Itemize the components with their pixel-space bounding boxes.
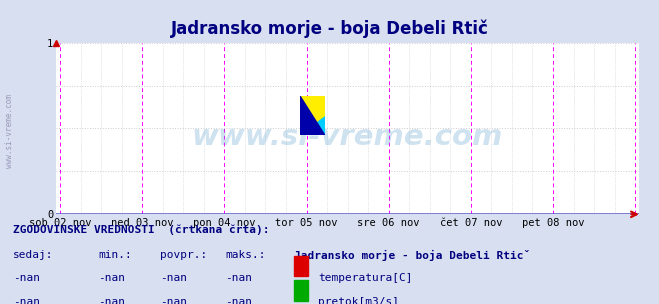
Text: -nan: -nan [98,297,125,304]
Text: www.si-vreme.com: www.si-vreme.com [192,123,503,151]
Polygon shape [300,96,325,135]
Polygon shape [300,96,325,135]
Text: -nan: -nan [160,297,187,304]
Text: pretok[m3/s]: pretok[m3/s] [318,297,399,304]
Text: ZGODOVINSKE VREDNOSTI  (črtkana črta):: ZGODOVINSKE VREDNOSTI (črtkana črta): [13,224,270,235]
Text: min.:: min.: [98,250,132,260]
Text: www.si-vreme.com: www.si-vreme.com [5,94,14,168]
Text: -nan: -nan [225,273,252,283]
Text: -nan: -nan [13,273,40,283]
Text: maks.:: maks.: [225,250,266,260]
Text: -nan: -nan [225,297,252,304]
Text: -nan: -nan [13,297,40,304]
Polygon shape [300,116,325,135]
Text: -nan: -nan [98,273,125,283]
Bar [294,256,308,276]
Text: -nan: -nan [160,273,187,283]
Text: temperatura[C]: temperatura[C] [318,273,413,283]
Text: sedaj:: sedaj: [13,250,53,260]
Text: Jadransko morje - boja Debeli Rtič: Jadransko morje - boja Debeli Rtič [171,20,488,38]
Text: povpr.:: povpr.: [160,250,207,260]
Bar [294,280,308,301]
Text: Jadransko morje - boja Debeli Rtič: Jadransko morje - boja Debeli Rtič [294,250,530,261]
